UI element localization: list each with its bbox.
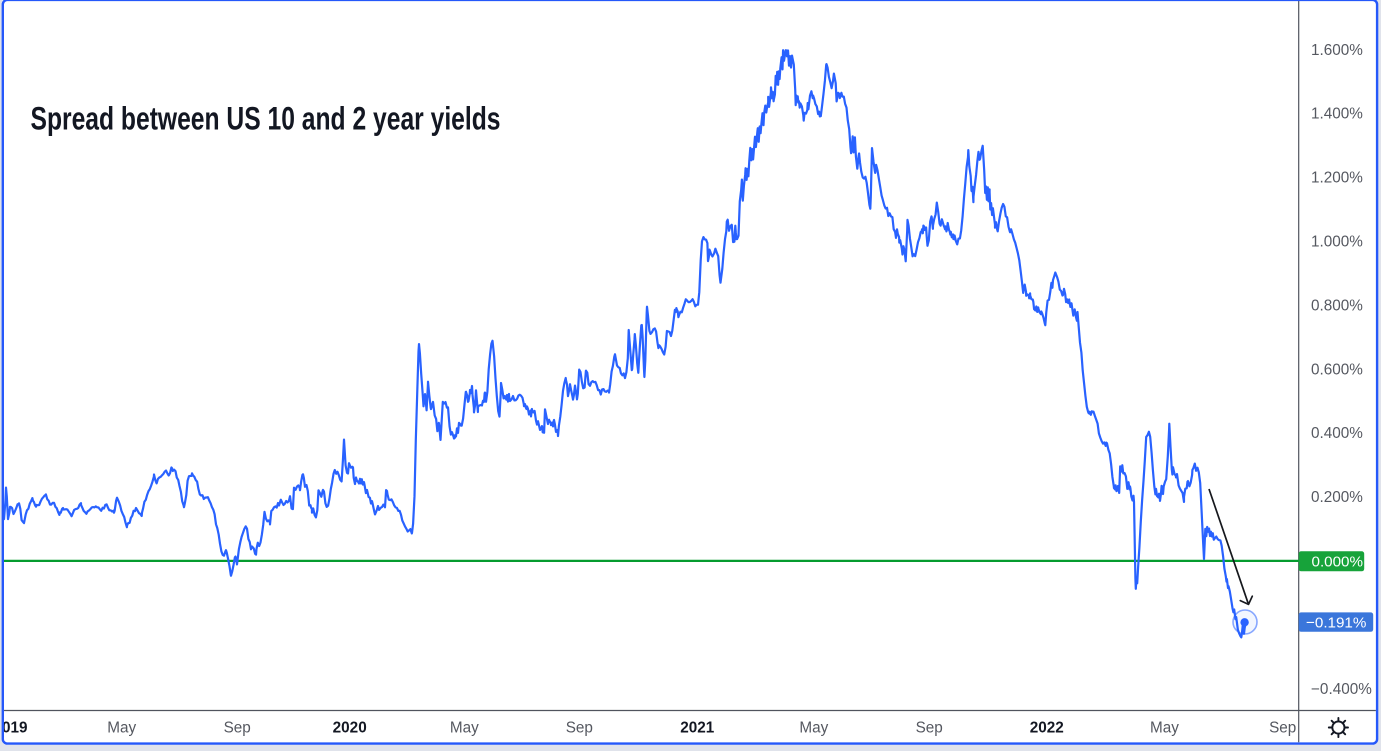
svg-text:May: May — [799, 720, 828, 737]
svg-text:1.000%: 1.000% — [1311, 234, 1363, 251]
svg-text:May: May — [107, 720, 136, 737]
svg-text:May: May — [1150, 720, 1179, 737]
svg-text:Spread between US 10 and 2 yea: Spread between US 10 and 2 year yields — [31, 101, 501, 137]
svg-text:−0.191%: −0.191% — [1306, 614, 1366, 631]
svg-text:2022: 2022 — [1030, 720, 1064, 737]
svg-text:Sep: Sep — [224, 720, 251, 737]
svg-text:1.600%: 1.600% — [1311, 42, 1363, 59]
svg-text:2020: 2020 — [333, 720, 367, 737]
svg-text:0.200%: 0.200% — [1311, 489, 1363, 506]
svg-text:2019: 2019 — [0, 720, 28, 737]
svg-text:0.400%: 0.400% — [1311, 425, 1363, 442]
svg-text:0.600%: 0.600% — [1311, 361, 1363, 378]
svg-text:2021: 2021 — [680, 720, 715, 737]
svg-text:1.400%: 1.400% — [1311, 106, 1363, 123]
svg-text:0.000%: 0.000% — [1312, 553, 1364, 570]
svg-text:Sep: Sep — [1269, 720, 1296, 737]
svg-text:May: May — [450, 720, 479, 737]
svg-text:Sep: Sep — [916, 720, 943, 737]
svg-text:Sep: Sep — [566, 720, 593, 737]
svg-text:−0.400%: −0.400% — [1311, 681, 1372, 698]
svg-text:0.800%: 0.800% — [1311, 297, 1363, 314]
svg-text:1.200%: 1.200% — [1311, 170, 1363, 187]
